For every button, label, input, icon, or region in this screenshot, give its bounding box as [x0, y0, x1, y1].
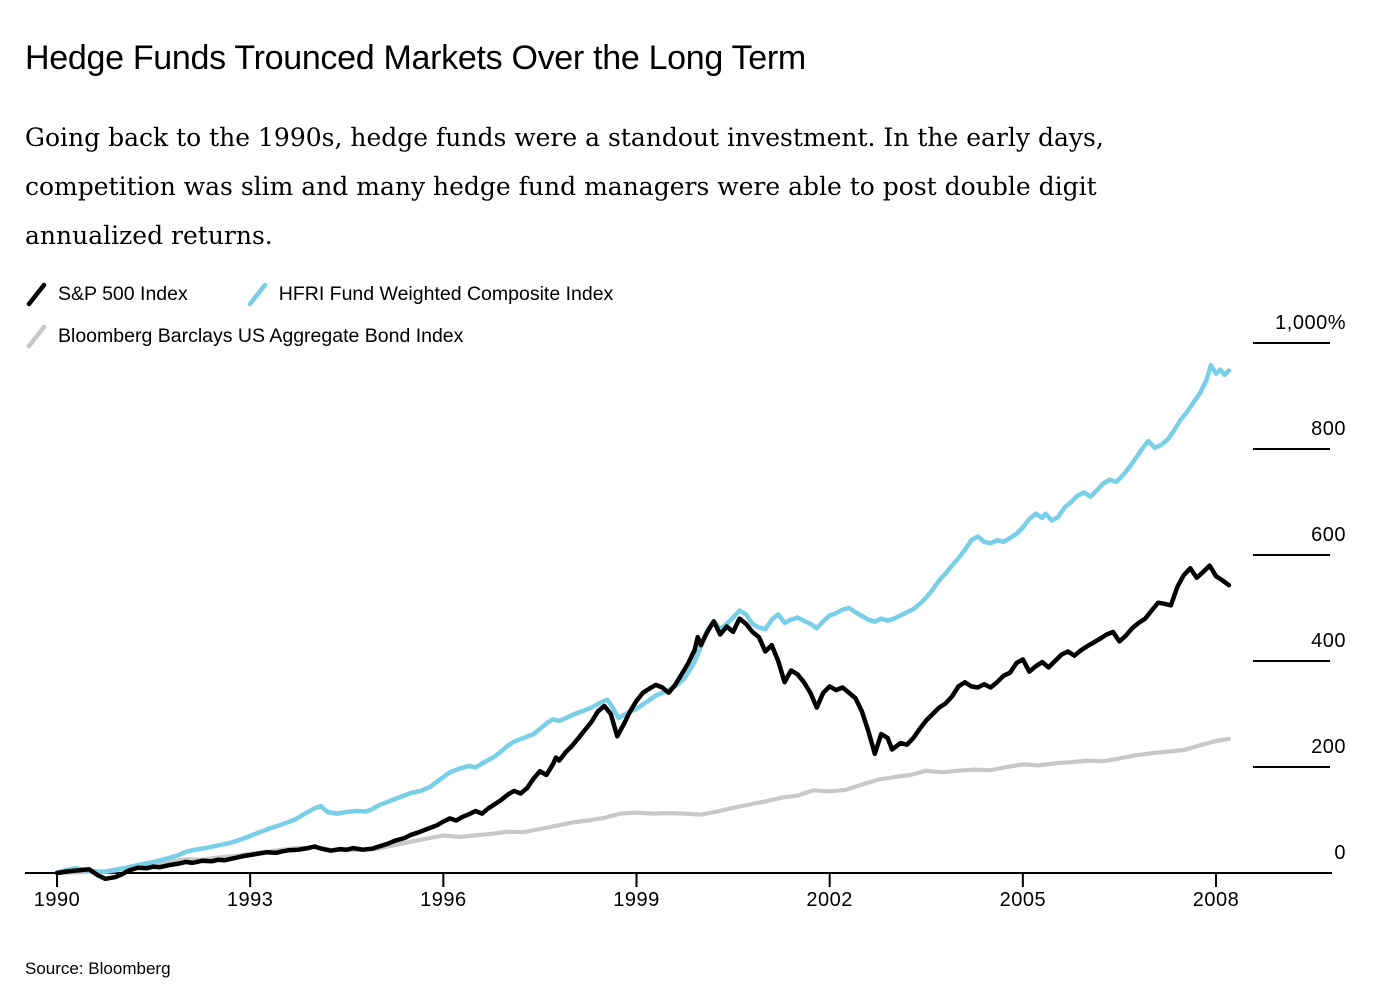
chart-subtitle: Going back to the 1990s, hedge funds wer… — [25, 123, 1104, 250]
x-axis-label-2005: 2005 — [999, 889, 1047, 911]
x-axis-label-1996: 1996 — [420, 889, 467, 911]
legend-item-hfri: HFRI Fund Weighted Composite Index — [246, 281, 614, 308]
series-line-2 — [54, 736, 1232, 876]
legend-label-bond: Bloomberg Barclays US Aggregate Bond Ind… — [58, 325, 464, 347]
legend-row-2: Bloomberg Barclays US Aggregate Bond Ind… — [25, 323, 613, 350]
legend-label-sp500: S&P 500 Index — [58, 283, 188, 305]
x-axis-label-1993: 1993 — [226, 889, 274, 911]
series-line-1 — [54, 363, 1232, 875]
bond-line-swatch-icon — [26, 324, 47, 349]
legend-item-bond: Bloomberg Barclays US Aggregate Bond Ind… — [25, 323, 463, 350]
y-axis-label-1000: 1,000% — [1275, 312, 1346, 334]
legend-row-1: S&P 500 Index HFRI Fund Weighted Composi… — [25, 281, 613, 308]
legend-label-hfri: HFRI Fund Weighted Composite Index — [278, 283, 614, 305]
x-axis-label-2002: 2002 — [806, 889, 853, 911]
y-axis-label-600: 600 — [1311, 524, 1346, 546]
x-axis-label-2008: 2008 — [1192, 889, 1240, 911]
hfri-line-swatch-icon — [247, 282, 267, 307]
series-line-0 — [54, 563, 1232, 882]
y-axis-label-400: 400 — [1311, 630, 1346, 652]
page-title: Hedge Funds Trounced Markets Over the Lo… — [25, 38, 806, 77]
x-axis-label-1999: 1999 — [613, 889, 660, 911]
chart-legend: S&P 500 Index HFRI Fund Weighted Composi… — [25, 281, 613, 350]
legend-item-sp500: S&P 500 Index — [25, 281, 188, 308]
y-axis-label-200: 200 — [1311, 736, 1346, 758]
y-axis-label-0: 0 — [1334, 842, 1346, 864]
sp500-line-swatch-icon — [26, 282, 47, 307]
source-note: Source: Bloomberg — [25, 959, 171, 978]
y-axis-label-800: 800 — [1311, 418, 1346, 440]
x-axis-label-1990: 1990 — [33, 889, 81, 911]
